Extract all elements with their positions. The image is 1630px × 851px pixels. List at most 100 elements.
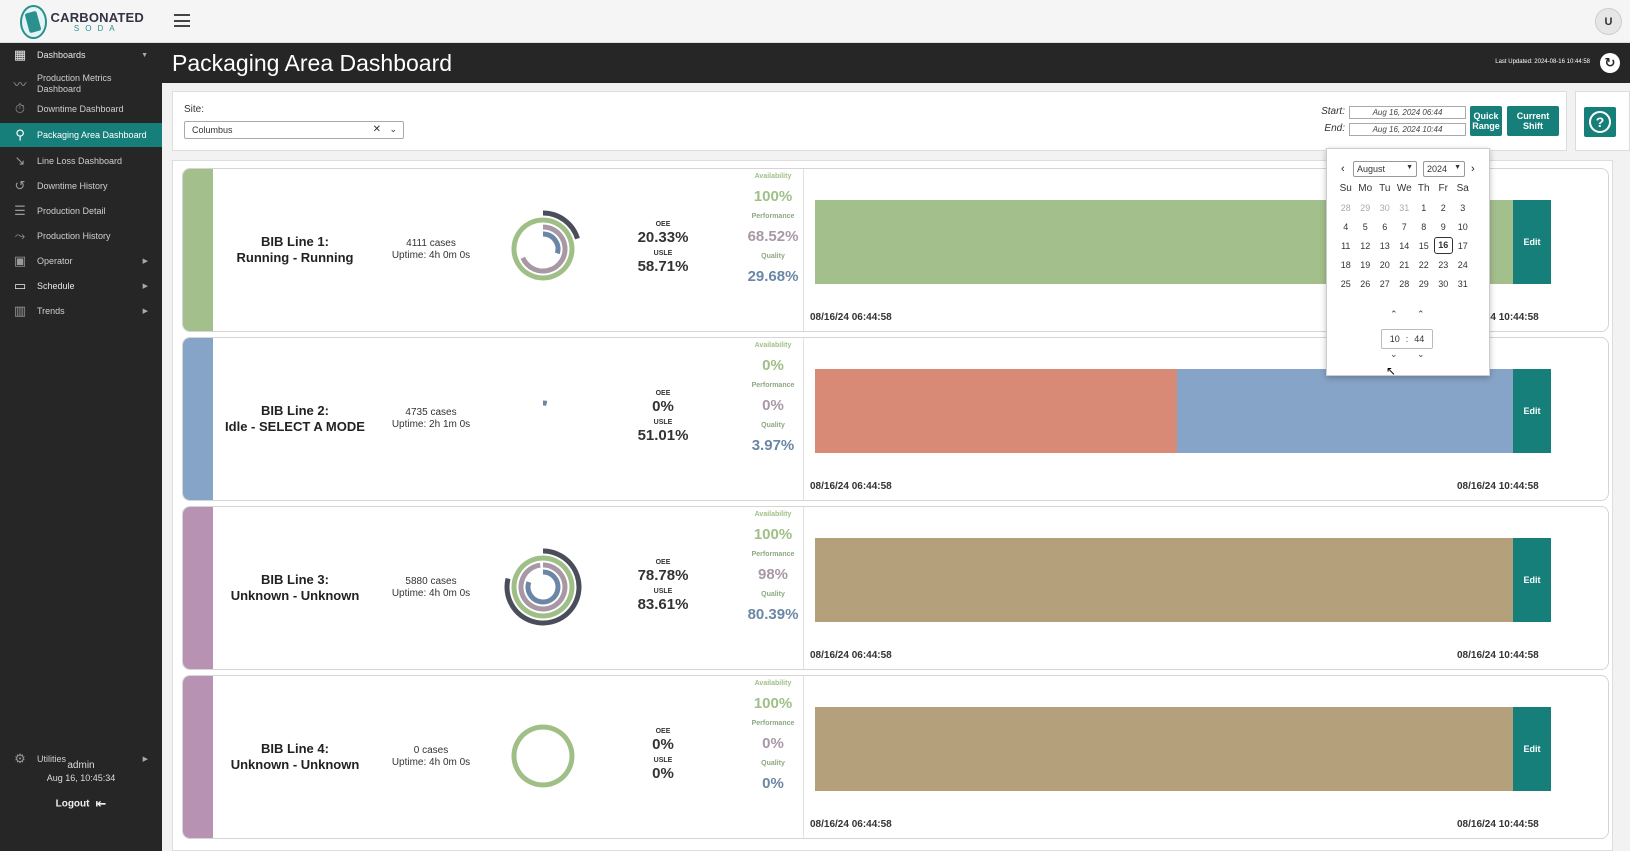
chevron-right-icon[interactable]: › bbox=[1471, 163, 1475, 175]
calendar-day[interactable]: 1 bbox=[1421, 202, 1427, 213]
calendar-day[interactable]: 27 bbox=[1379, 278, 1390, 289]
calendar-day[interactable]: 2 bbox=[1440, 202, 1446, 213]
calendar-day[interactable]: 10 bbox=[1457, 221, 1468, 232]
line-status-stripe bbox=[183, 338, 213, 500]
chevron-left-icon[interactable]: ‹ bbox=[1341, 163, 1345, 175]
hour-value[interactable]: 10 bbox=[1389, 334, 1400, 344]
sidebar-item-utilities[interactable]: ⚙ Utilities ▶ bbox=[0, 749, 162, 769]
site-select[interactable]: Columbus ✕ ⌄ bbox=[184, 121, 404, 139]
calendar-day[interactable]: 25 bbox=[1340, 278, 1351, 289]
calendar-day[interactable]: 13 bbox=[1379, 240, 1390, 251]
calendar-day[interactable]: 21 bbox=[1399, 259, 1410, 270]
calendar-day[interactable]: 22 bbox=[1418, 259, 1429, 270]
timeline-segment-unknown[interactable] bbox=[815, 707, 1539, 791]
timeline-end-time: 08/16/24 10:44:58 bbox=[1457, 650, 1539, 661]
calendar-day[interactable]: 31 bbox=[1457, 278, 1468, 289]
calendar-day[interactable]: 30 bbox=[1379, 202, 1390, 213]
current-shift-button[interactable]: Current Shift bbox=[1507, 106, 1559, 136]
sidebar-item-label: Schedule bbox=[37, 281, 75, 291]
calendar-day[interactable]: 19 bbox=[1360, 259, 1371, 270]
sidebar-item-packaging-area[interactable]: ⚲ Packaging Area Dashboard bbox=[0, 123, 162, 147]
sidebar-item-downtime-history[interactable]: ↺ Downtime History bbox=[0, 176, 162, 196]
minute-down-chevron-icon[interactable]: ⌄ bbox=[1417, 349, 1425, 359]
sidebar-item-label: Production History bbox=[37, 231, 111, 241]
start-datetime-input[interactable]: Aug 16, 2024 06:44 bbox=[1349, 106, 1466, 119]
trend-down-icon: ↘ bbox=[14, 153, 26, 168]
availability-value: 100% bbox=[753, 188, 793, 205]
hour-up-chevron-icon[interactable]: ⌃ bbox=[1390, 309, 1398, 319]
calendar-day[interactable]: 6 bbox=[1382, 221, 1388, 232]
calendar-day[interactable]: 20 bbox=[1379, 259, 1390, 270]
calendar-day[interactable]: 15 bbox=[1418, 240, 1429, 251]
session-time: Aug 16, 10:45:34 bbox=[46, 773, 116, 783]
calendar-day[interactable]: 17 bbox=[1457, 240, 1468, 251]
logout-button[interactable]: Logout ⇤ bbox=[0, 796, 162, 812]
sidebar-item-schedule[interactable]: ▭ Schedule ▶ bbox=[0, 276, 162, 296]
app-logo[interactable]: CARBONATED SODA bbox=[20, 4, 144, 40]
user-avatar[interactable]: U bbox=[1595, 8, 1622, 35]
calendar-day[interactable]: 16 bbox=[1433, 237, 1453, 254]
timeline-segment-down[interactable] bbox=[815, 369, 1177, 453]
calendar-day[interactable]: 14 bbox=[1399, 240, 1410, 251]
sidebar-item-dashboards[interactable]: ▦ Dashboards ▼ bbox=[0, 45, 162, 65]
map-pin-icon: ⚲ bbox=[15, 127, 25, 142]
hamburger-menu-icon[interactable] bbox=[174, 14, 190, 27]
calendar-day[interactable]: 9 bbox=[1440, 221, 1446, 232]
sidebar-item-production-history[interactable]: ⤳ Production History bbox=[0, 226, 162, 246]
soda-can-logo-icon bbox=[20, 5, 47, 39]
calendar-day[interactable]: 26 bbox=[1360, 278, 1371, 289]
weekday-header: Sa bbox=[1456, 183, 1469, 194]
minute-up-chevron-icon[interactable]: ⌃ bbox=[1417, 309, 1425, 319]
chevron-down-icon[interactable]: ⌄ bbox=[389, 124, 397, 134]
edit-button[interactable]: Edit bbox=[1513, 369, 1551, 453]
calendar-day[interactable]: 18 bbox=[1340, 259, 1351, 270]
calendar-day[interactable]: 28 bbox=[1340, 202, 1351, 213]
timeline-segment-unknown[interactable] bbox=[815, 538, 1539, 622]
edit-button[interactable]: Edit bbox=[1513, 538, 1551, 622]
calendar-day[interactable]: 4 bbox=[1343, 221, 1349, 232]
edit-button[interactable]: Edit bbox=[1513, 200, 1551, 284]
calendar-day[interactable]: 29 bbox=[1418, 278, 1429, 289]
usle-value: 0% bbox=[652, 765, 674, 782]
timeline-segment-idle[interactable] bbox=[1177, 369, 1539, 453]
availability-label: Availability bbox=[754, 680, 792, 687]
clear-icon[interactable]: ✕ bbox=[372, 124, 381, 135]
sidebar-item-line-loss[interactable]: ↘ Line Loss Dashboard bbox=[0, 151, 162, 171]
hour-down-chevron-icon[interactable]: ⌄ bbox=[1390, 349, 1398, 359]
calendar-day[interactable]: 8 bbox=[1421, 221, 1427, 232]
time-input[interactable]: 10:44 bbox=[1381, 329, 1433, 349]
quick-range-button[interactable]: Quick Range bbox=[1470, 106, 1502, 136]
calendar-day[interactable]: 11 bbox=[1341, 240, 1351, 251]
sidebar-item-trends[interactable]: ▥ Trends ▶ bbox=[0, 301, 162, 321]
oee-donut-chart bbox=[511, 724, 575, 788]
logout-label: Logout bbox=[55, 798, 90, 810]
refresh-icon[interactable]: ↻ bbox=[1600, 53, 1620, 73]
site-label: Site: bbox=[184, 104, 205, 115]
calendar-day[interactable]: 12 bbox=[1360, 240, 1371, 251]
calendar-day[interactable]: 7 bbox=[1401, 221, 1407, 232]
sidebar-item-production-detail[interactable]: ☰ Production Detail bbox=[0, 201, 162, 221]
state-timeline bbox=[815, 538, 1539, 622]
year-select[interactable]: 2024 ▼ bbox=[1423, 161, 1465, 177]
calendar-day[interactable]: 30 bbox=[1438, 278, 1449, 289]
month-select[interactable]: August ▼ bbox=[1353, 161, 1417, 177]
line-title: BIB Line 2: Idle - SELECT A MODE bbox=[213, 338, 377, 500]
calendar-day[interactable]: 28 bbox=[1399, 278, 1410, 289]
calendar-day[interactable]: 31 bbox=[1399, 202, 1410, 213]
minute-value[interactable]: 44 bbox=[1414, 334, 1425, 344]
calendar-day[interactable]: 24 bbox=[1457, 259, 1468, 270]
calendar-day[interactable]: 29 bbox=[1360, 202, 1371, 213]
edit-button[interactable]: Edit bbox=[1513, 707, 1551, 791]
performance-ring-arc bbox=[520, 224, 568, 274]
end-datetime-input[interactable]: Aug 16, 2024 10:44 bbox=[1349, 123, 1466, 136]
case-count: 0 cases bbox=[413, 745, 449, 756]
sidebar-item-production-metrics[interactable]: 〰 Production Metrics Dashboard bbox=[0, 71, 162, 97]
sidebar-item-downtime-dashboard[interactable]: ⏱ Downtime Dashboard bbox=[0, 99, 162, 119]
weekday-header: We bbox=[1396, 183, 1412, 194]
calendar-day[interactable]: 23 bbox=[1438, 259, 1449, 270]
help-button[interactable]: ? bbox=[1584, 107, 1616, 137]
sidebar-item-operator[interactable]: ▣ Operator ▶ bbox=[0, 251, 162, 271]
calendar-day[interactable]: 3 bbox=[1460, 202, 1466, 213]
quality-ring-arc bbox=[542, 231, 561, 255]
calendar-day[interactable]: 5 bbox=[1362, 221, 1368, 232]
